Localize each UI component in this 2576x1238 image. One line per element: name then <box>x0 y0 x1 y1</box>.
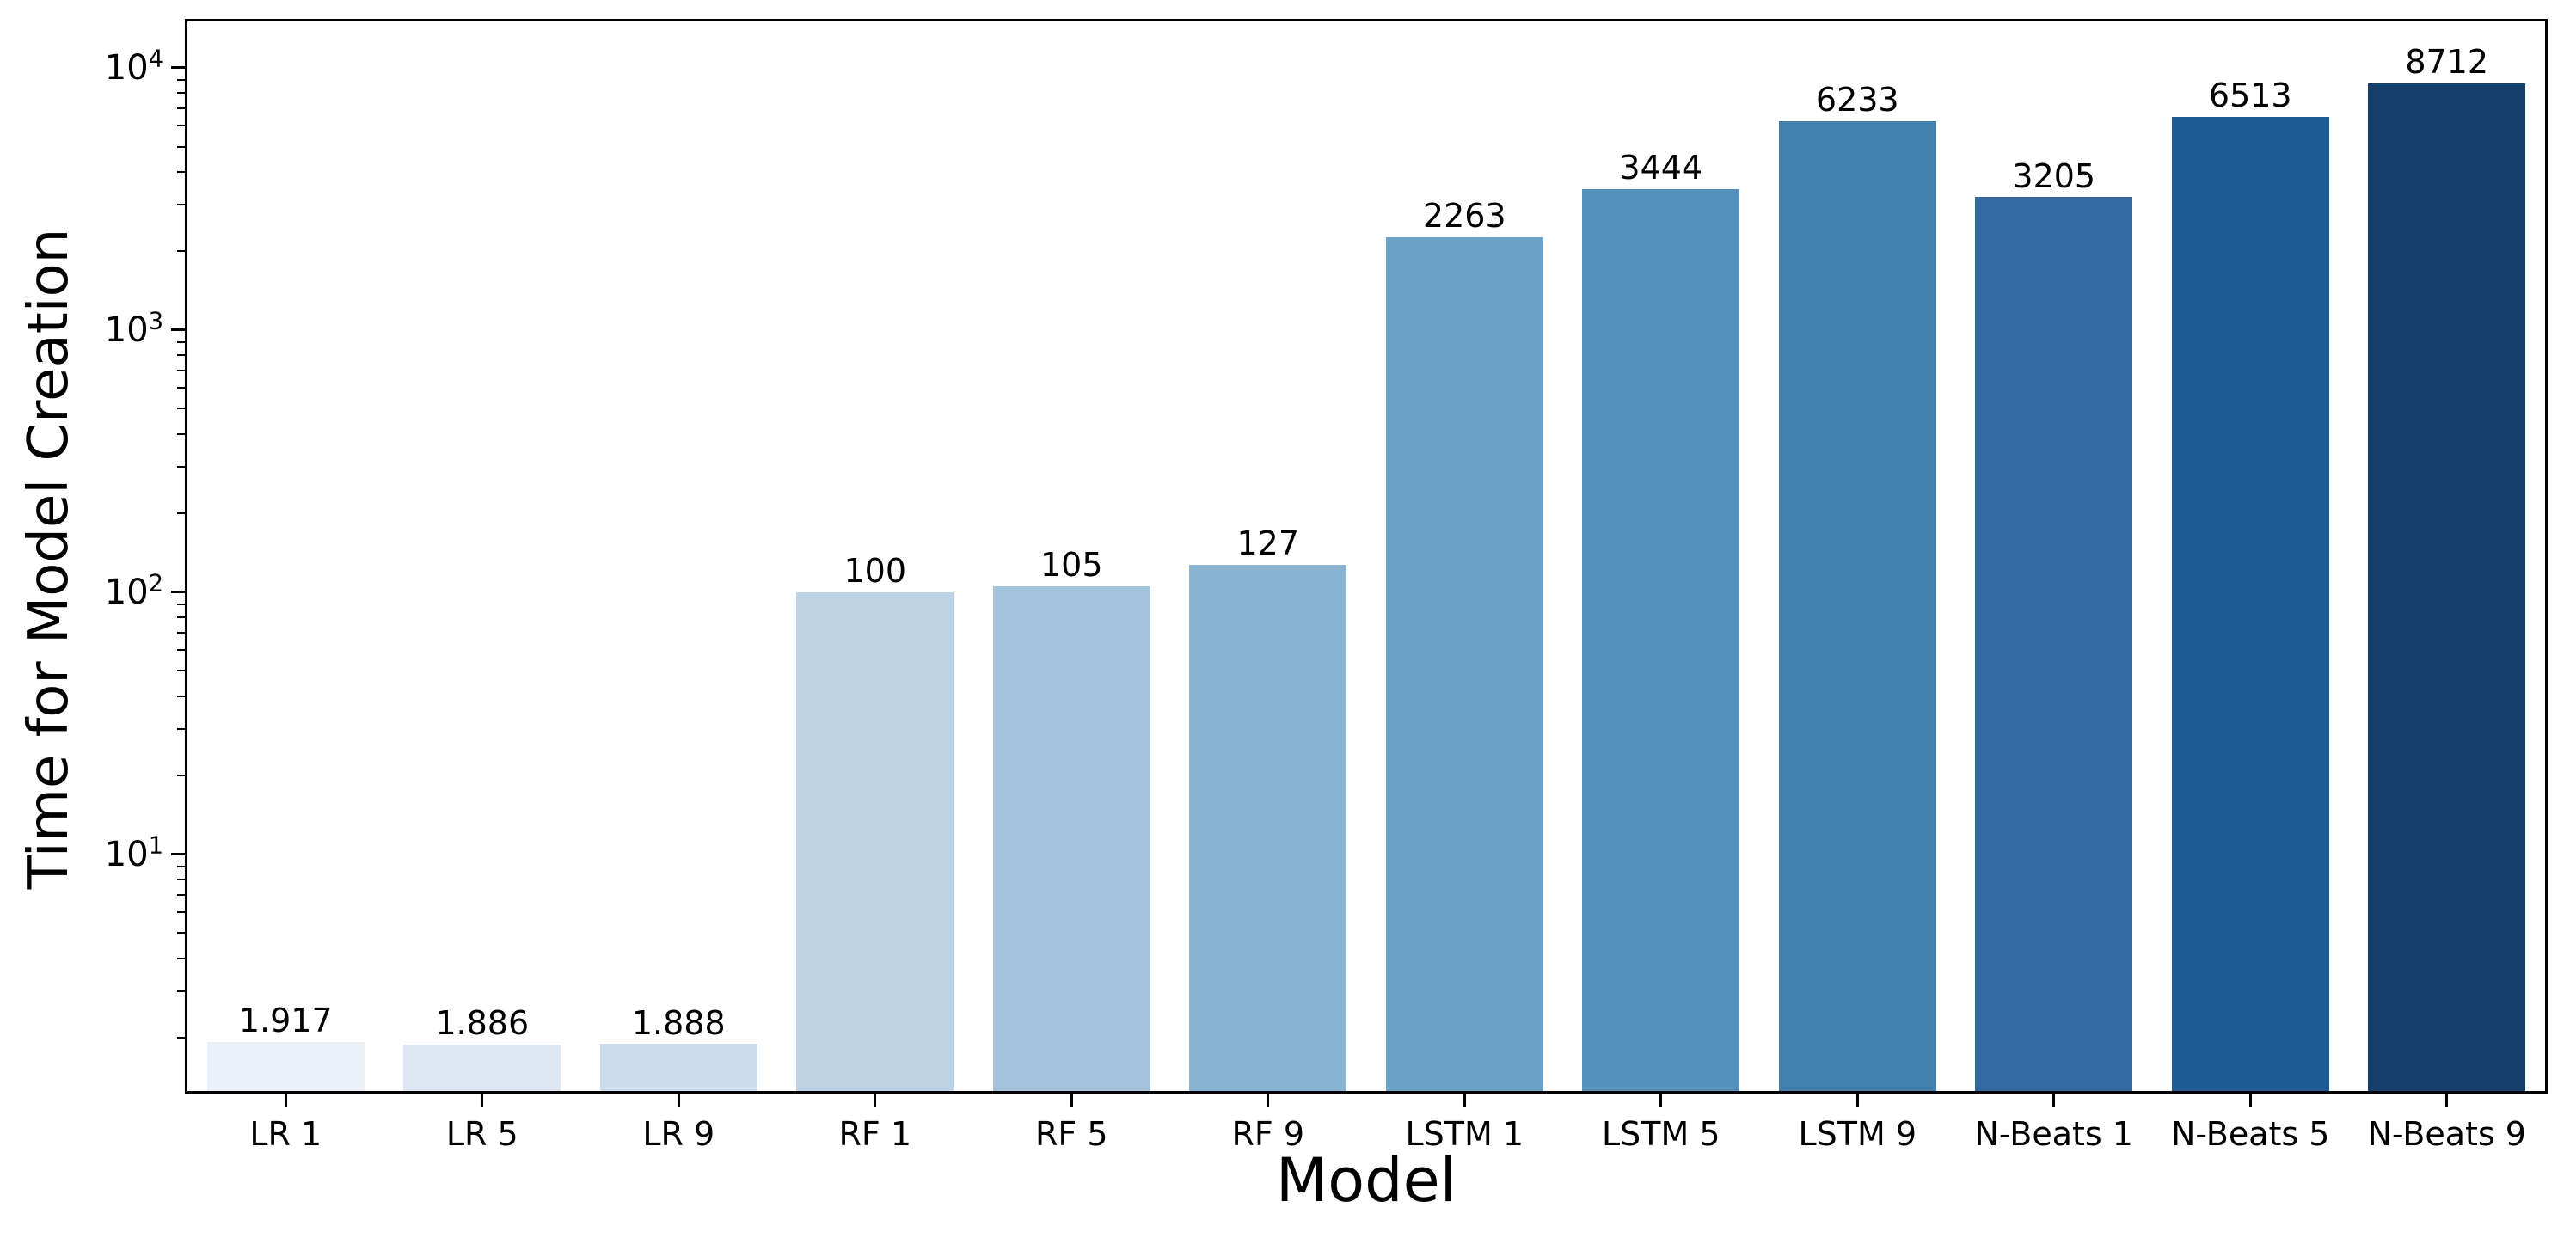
y-tick-minor <box>177 879 185 881</box>
bar-value-label: 2263 <box>1422 196 1506 235</box>
x-tick-label: N-Beats 9 <box>2367 1115 2526 1153</box>
x-tick <box>2052 1094 2056 1107</box>
x-tick-label: LSTM 1 <box>1405 1115 1524 1153</box>
y-tick-minor <box>177 171 185 174</box>
x-tick <box>284 1094 287 1107</box>
bar-lr-1 <box>206 1042 365 1091</box>
x-tick <box>1659 1094 1663 1107</box>
y-tick-minor <box>177 631 185 634</box>
y-tick-minor <box>177 728 185 731</box>
x-tick-label: LSTM 5 <box>1601 1115 1720 1153</box>
x-tick <box>874 1094 877 1107</box>
y-tick-minor <box>177 649 185 652</box>
y-tick-major <box>171 853 185 856</box>
x-tick-label: LR 9 <box>642 1115 715 1153</box>
y-tick-minor <box>177 990 185 993</box>
x-tick <box>2445 1094 2449 1107</box>
bar-rf-9 <box>1189 564 1347 1091</box>
y-tick-minor <box>177 774 185 776</box>
y-tick-label: 101 <box>104 832 163 874</box>
y-tick-major <box>171 66 185 70</box>
x-axis-label: Model <box>1275 1145 1457 1216</box>
x-tick <box>677 1094 680 1107</box>
x-tick <box>481 1094 484 1107</box>
bar-rf-5 <box>992 586 1150 1091</box>
x-tick <box>2248 1094 2252 1107</box>
y-tick-label: 104 <box>104 46 163 88</box>
bar-value-label: 1.888 <box>631 1003 726 1042</box>
y-tick-minor <box>177 911 185 914</box>
bar-n-beats-1 <box>1975 197 2133 1091</box>
bar-value-label: 1.917 <box>238 1002 333 1040</box>
y-tick-minor <box>177 603 185 605</box>
x-tick <box>1463 1094 1466 1107</box>
y-tick-minor <box>177 387 185 389</box>
x-tick-label: N-Beats 1 <box>1974 1115 2133 1153</box>
bar-n-beats-9 <box>2368 83 2526 1091</box>
bar-value-label: 3205 <box>2012 156 2096 195</box>
y-tick-label: 103 <box>104 308 163 350</box>
x-tick-label: RF 9 <box>1231 1115 1305 1153</box>
x-tick-label: N-Beats 5 <box>2171 1115 2330 1153</box>
bar-lstm-1 <box>1385 236 1543 1091</box>
bar-lstm-9 <box>1778 121 1936 1091</box>
x-tick-label: LR 5 <box>445 1115 518 1153</box>
y-tick-minor <box>177 932 185 935</box>
y-axis-label: Time for Model Creation <box>17 228 81 890</box>
bar-value-label: 6513 <box>2208 76 2292 114</box>
y-tick-minor <box>177 249 185 252</box>
y-tick-minor <box>177 616 185 619</box>
y-tick-minor <box>177 369 185 371</box>
x-tick-label: LSTM 9 <box>1798 1115 1917 1153</box>
y-tick-major <box>171 328 185 332</box>
y-tick-minor <box>177 204 185 206</box>
x-tick-label: LR 1 <box>249 1115 322 1153</box>
bar-value-label: 127 <box>1236 524 1300 563</box>
y-tick-minor <box>177 340 185 343</box>
y-tick-minor <box>177 670 185 672</box>
bar-value-label: 105 <box>1040 546 1103 585</box>
x-tick-label: RF 1 <box>838 1115 912 1153</box>
y-tick-minor <box>177 893 185 896</box>
y-tick-minor <box>177 466 185 469</box>
bar-value-label: 100 <box>843 551 907 590</box>
y-tick-minor <box>177 1036 185 1039</box>
y-tick-minor <box>177 512 185 514</box>
x-tick <box>1267 1094 1270 1107</box>
y-tick-minor <box>177 145 185 148</box>
y-tick-minor <box>177 957 185 959</box>
bar-value-label: 8712 <box>2405 43 2489 82</box>
y-tick-minor <box>177 695 185 697</box>
y-tick-minor <box>177 107 185 109</box>
y-tick-label: 102 <box>104 570 163 612</box>
x-tick-label: RF 5 <box>1034 1115 1108 1153</box>
y-tick-minor <box>177 408 185 410</box>
bar-lstm-5 <box>1582 188 1740 1091</box>
bar-n-beats-5 <box>2171 116 2329 1091</box>
bar-lr-9 <box>599 1044 757 1091</box>
bar-value-label: 1.886 <box>435 1003 530 1042</box>
bar-value-label: 6233 <box>1815 81 1899 120</box>
y-tick-major <box>171 591 185 594</box>
x-tick <box>1855 1094 1859 1107</box>
bar-lr-5 <box>403 1044 561 1091</box>
x-tick <box>1070 1094 1073 1107</box>
y-tick-minor <box>177 354 185 357</box>
y-tick-minor <box>177 78 185 81</box>
y-tick-minor <box>177 865 185 867</box>
y-tick-minor <box>177 92 185 95</box>
y-tick-minor <box>177 125 185 127</box>
plot-area: 1.917 LR 1 1.886 LR 5 1.888 LR 9 100 RF 1 105 RF … <box>105 19 2548 1152</box>
bar-value-label: 3444 <box>1619 149 1703 187</box>
bar-rf-1 <box>796 591 954 1091</box>
y-tick-minor <box>177 433 185 436</box>
